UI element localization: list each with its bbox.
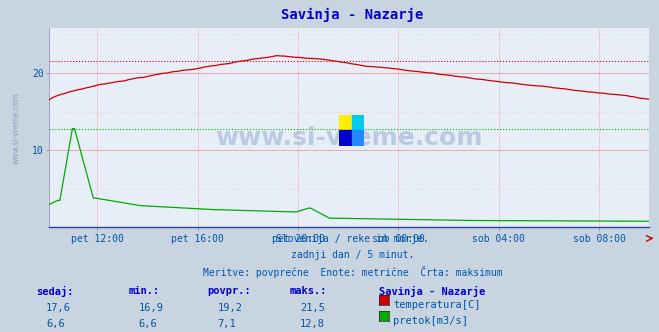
Text: sedaj:: sedaj: — [36, 286, 74, 297]
Text: 16,9: 16,9 — [138, 303, 163, 313]
Text: pretok[m3/s]: pretok[m3/s] — [393, 316, 469, 326]
Text: Savinja - Nazarje: Savinja - Nazarje — [281, 8, 424, 23]
Text: 6,6: 6,6 — [138, 319, 157, 329]
Text: 19,2: 19,2 — [217, 303, 243, 313]
Text: min.:: min.: — [129, 286, 159, 296]
Text: 17,6: 17,6 — [46, 303, 71, 313]
Text: 6,6: 6,6 — [46, 319, 65, 329]
Text: Savinja - Nazarje: Savinja - Nazarje — [379, 286, 485, 297]
Text: 12,8: 12,8 — [300, 319, 325, 329]
Text: maks.:: maks.: — [290, 286, 328, 296]
Text: Meritve: povprečne  Enote: metrične  Črta: maksimum: Meritve: povprečne Enote: metrične Črta:… — [203, 266, 502, 278]
Text: 7,1: 7,1 — [217, 319, 236, 329]
Text: povpr.:: povpr.: — [208, 286, 251, 296]
Text: www.si-vreme.com: www.si-vreme.com — [12, 92, 21, 164]
Text: temperatura[C]: temperatura[C] — [393, 300, 481, 310]
Text: Slovenija / reke in morje.: Slovenija / reke in morje. — [276, 234, 429, 244]
Bar — [352, 130, 364, 146]
Text: 21,5: 21,5 — [300, 303, 325, 313]
Bar — [339, 115, 352, 130]
Bar — [352, 115, 364, 130]
Bar — [339, 130, 352, 146]
Text: zadnji dan / 5 minut.: zadnji dan / 5 minut. — [291, 250, 415, 260]
Text: www.si-vreme.com: www.si-vreme.com — [215, 126, 483, 150]
